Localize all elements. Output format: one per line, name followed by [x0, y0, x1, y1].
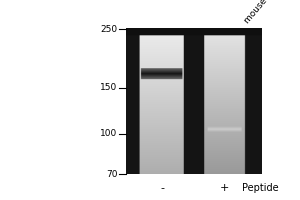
Text: mouse muscle: mouse muscle: [243, 0, 292, 26]
Text: 250: 250: [100, 25, 118, 34]
Text: +: +: [220, 183, 229, 193]
Text: Peptide: Peptide: [242, 183, 279, 193]
Text: 100: 100: [100, 129, 118, 138]
Text: -: -: [160, 183, 164, 193]
Text: 150: 150: [100, 83, 118, 92]
Text: 70: 70: [106, 170, 118, 179]
